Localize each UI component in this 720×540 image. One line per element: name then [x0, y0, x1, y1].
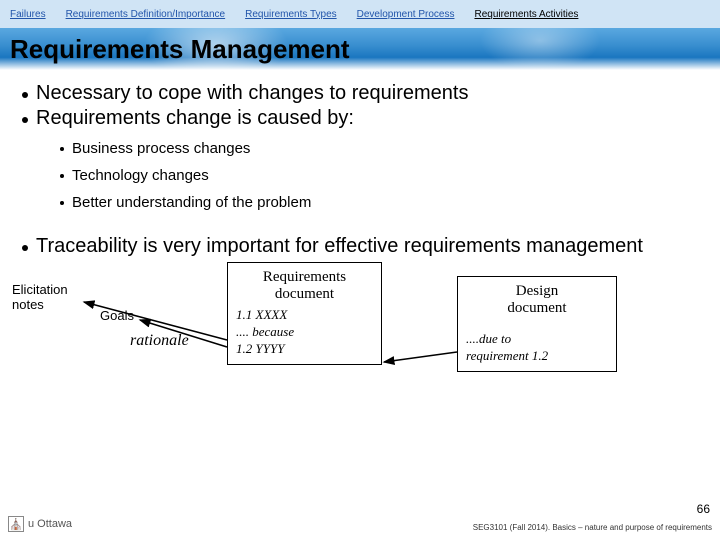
design-doc-box: Design document ....due to requirement 1… — [457, 276, 617, 372]
bullet-dot — [22, 245, 28, 251]
req-box-title: Requirements document — [236, 269, 373, 303]
bullet-text: Better understanding of the problem — [72, 194, 311, 211]
bullet-l1: Requirements change is caused by: — [22, 107, 702, 130]
design-line: requirement 1.2 — [466, 348, 608, 365]
nav-dev-process[interactable]: Development Process — [347, 9, 465, 20]
goals-label: Goals — [100, 308, 134, 323]
footer: ⛪ u Ottawa 66 SEG3101 (Fall 2014). Basic… — [0, 504, 720, 534]
req-line: .... because — [236, 324, 373, 341]
bullet-text: Traceability is very important for effec… — [36, 235, 643, 258]
bullet-text: Business process changes — [72, 140, 250, 157]
rationale-label: rationale — [130, 332, 189, 350]
design-box-title: Design document — [466, 283, 608, 317]
uottawa-logo: ⛪ u Ottawa — [8, 516, 72, 532]
bullet-l2: Technology changes — [60, 167, 702, 184]
page-title: Requirements Management — [10, 34, 350, 65]
footer-meta: SEG3101 (Fall 2014). Basics – nature and… — [473, 523, 712, 532]
logo-icon: ⛪ — [8, 516, 24, 532]
req-line: 1.2 YYYY — [236, 341, 373, 358]
bullet-dot — [60, 147, 64, 151]
traceability-diagram: Elicitation notes Goals Requirements doc… — [22, 262, 702, 422]
bullet-l1: Necessary to cope with changes to requir… — [22, 82, 702, 105]
bullet-text: Requirements change is caused by: — [36, 107, 354, 130]
elicitation-notes-label: Elicitation notes — [12, 282, 68, 312]
bullet-dot — [22, 117, 28, 123]
bullet-text: Technology changes — [72, 167, 209, 184]
bullet-dot — [22, 92, 28, 98]
nav-req-def[interactable]: Requirements Definition/Importance — [56, 9, 236, 20]
bullet-dot — [60, 201, 64, 205]
nav-req-activities[interactable]: Requirements Activities — [464, 9, 588, 20]
requirements-doc-box: Requirements document 1.1 XXXX .... beca… — [227, 262, 382, 365]
req-line: 1.1 XXXX — [236, 307, 373, 324]
page-number: 66 — [697, 502, 710, 516]
content: Necessary to cope with changes to requir… — [0, 70, 720, 422]
nav-req-types[interactable]: Requirements Types — [235, 9, 347, 20]
nav-failures[interactable]: Failures — [0, 9, 56, 20]
logo-text: u Ottawa — [28, 518, 72, 530]
bullet-l2: Business process changes — [60, 140, 702, 157]
bullet-dot — [60, 174, 64, 178]
bullet-l1: Traceability is very important for effec… — [22, 235, 702, 258]
title-banner: Requirements Management — [0, 28, 720, 70]
design-line: ....due to — [466, 331, 608, 348]
bullet-text: Necessary to cope with changes to requir… — [36, 82, 468, 105]
bullet-l2: Better understanding of the problem — [60, 194, 702, 211]
nav-bar: Failures Requirements Definition/Importa… — [0, 0, 720, 28]
